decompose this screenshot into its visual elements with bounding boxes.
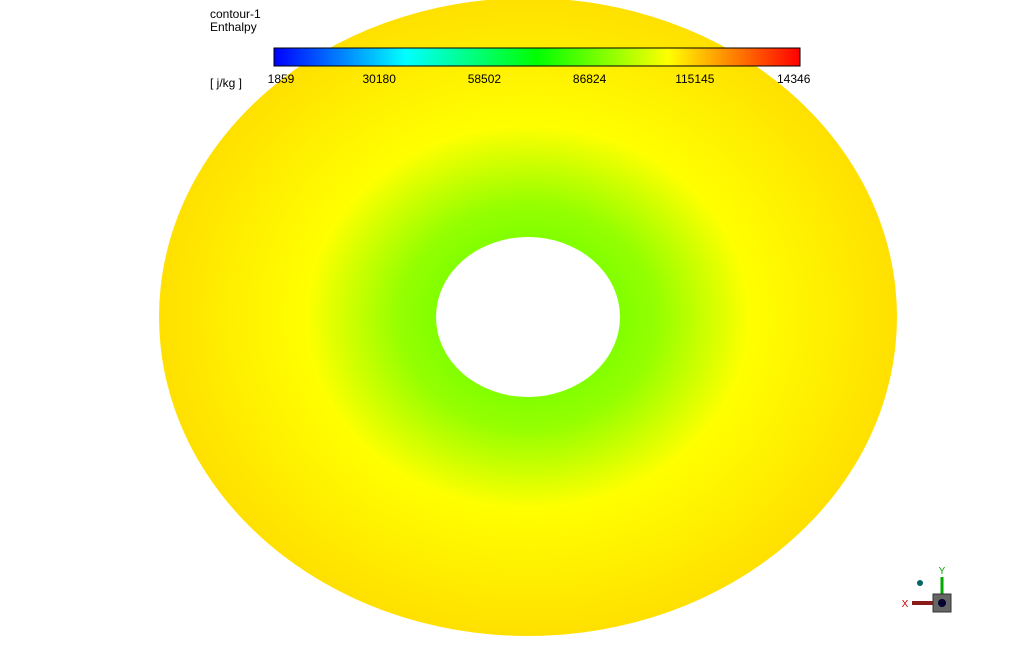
colorbar-label: 1859 <box>268 72 295 86</box>
colorbar-label: 14346 <box>777 72 811 86</box>
legend-unit: [ j/kg ] <box>210 76 242 90</box>
axis-triad: Y X <box>902 566 952 613</box>
y-axis-label: Y <box>939 566 946 577</box>
triad-center <box>938 599 946 607</box>
colorbar-label: 58502 <box>468 72 502 86</box>
legend-variable: Enthalpy <box>210 20 257 34</box>
x-axis-label: X <box>902 599 909 610</box>
inner-hole <box>436 237 620 397</box>
colorbar-label: 30180 <box>363 72 397 86</box>
z-axis-dot <box>917 580 923 586</box>
colorbar-label: 86824 <box>573 72 607 86</box>
colorbar-labels: 1859 30180 58502 86824 115145 14346 <box>268 72 811 86</box>
colorbar-label: 115145 <box>675 72 714 86</box>
legend-title: contour-1 <box>210 7 261 21</box>
colorbar <box>273 47 801 67</box>
